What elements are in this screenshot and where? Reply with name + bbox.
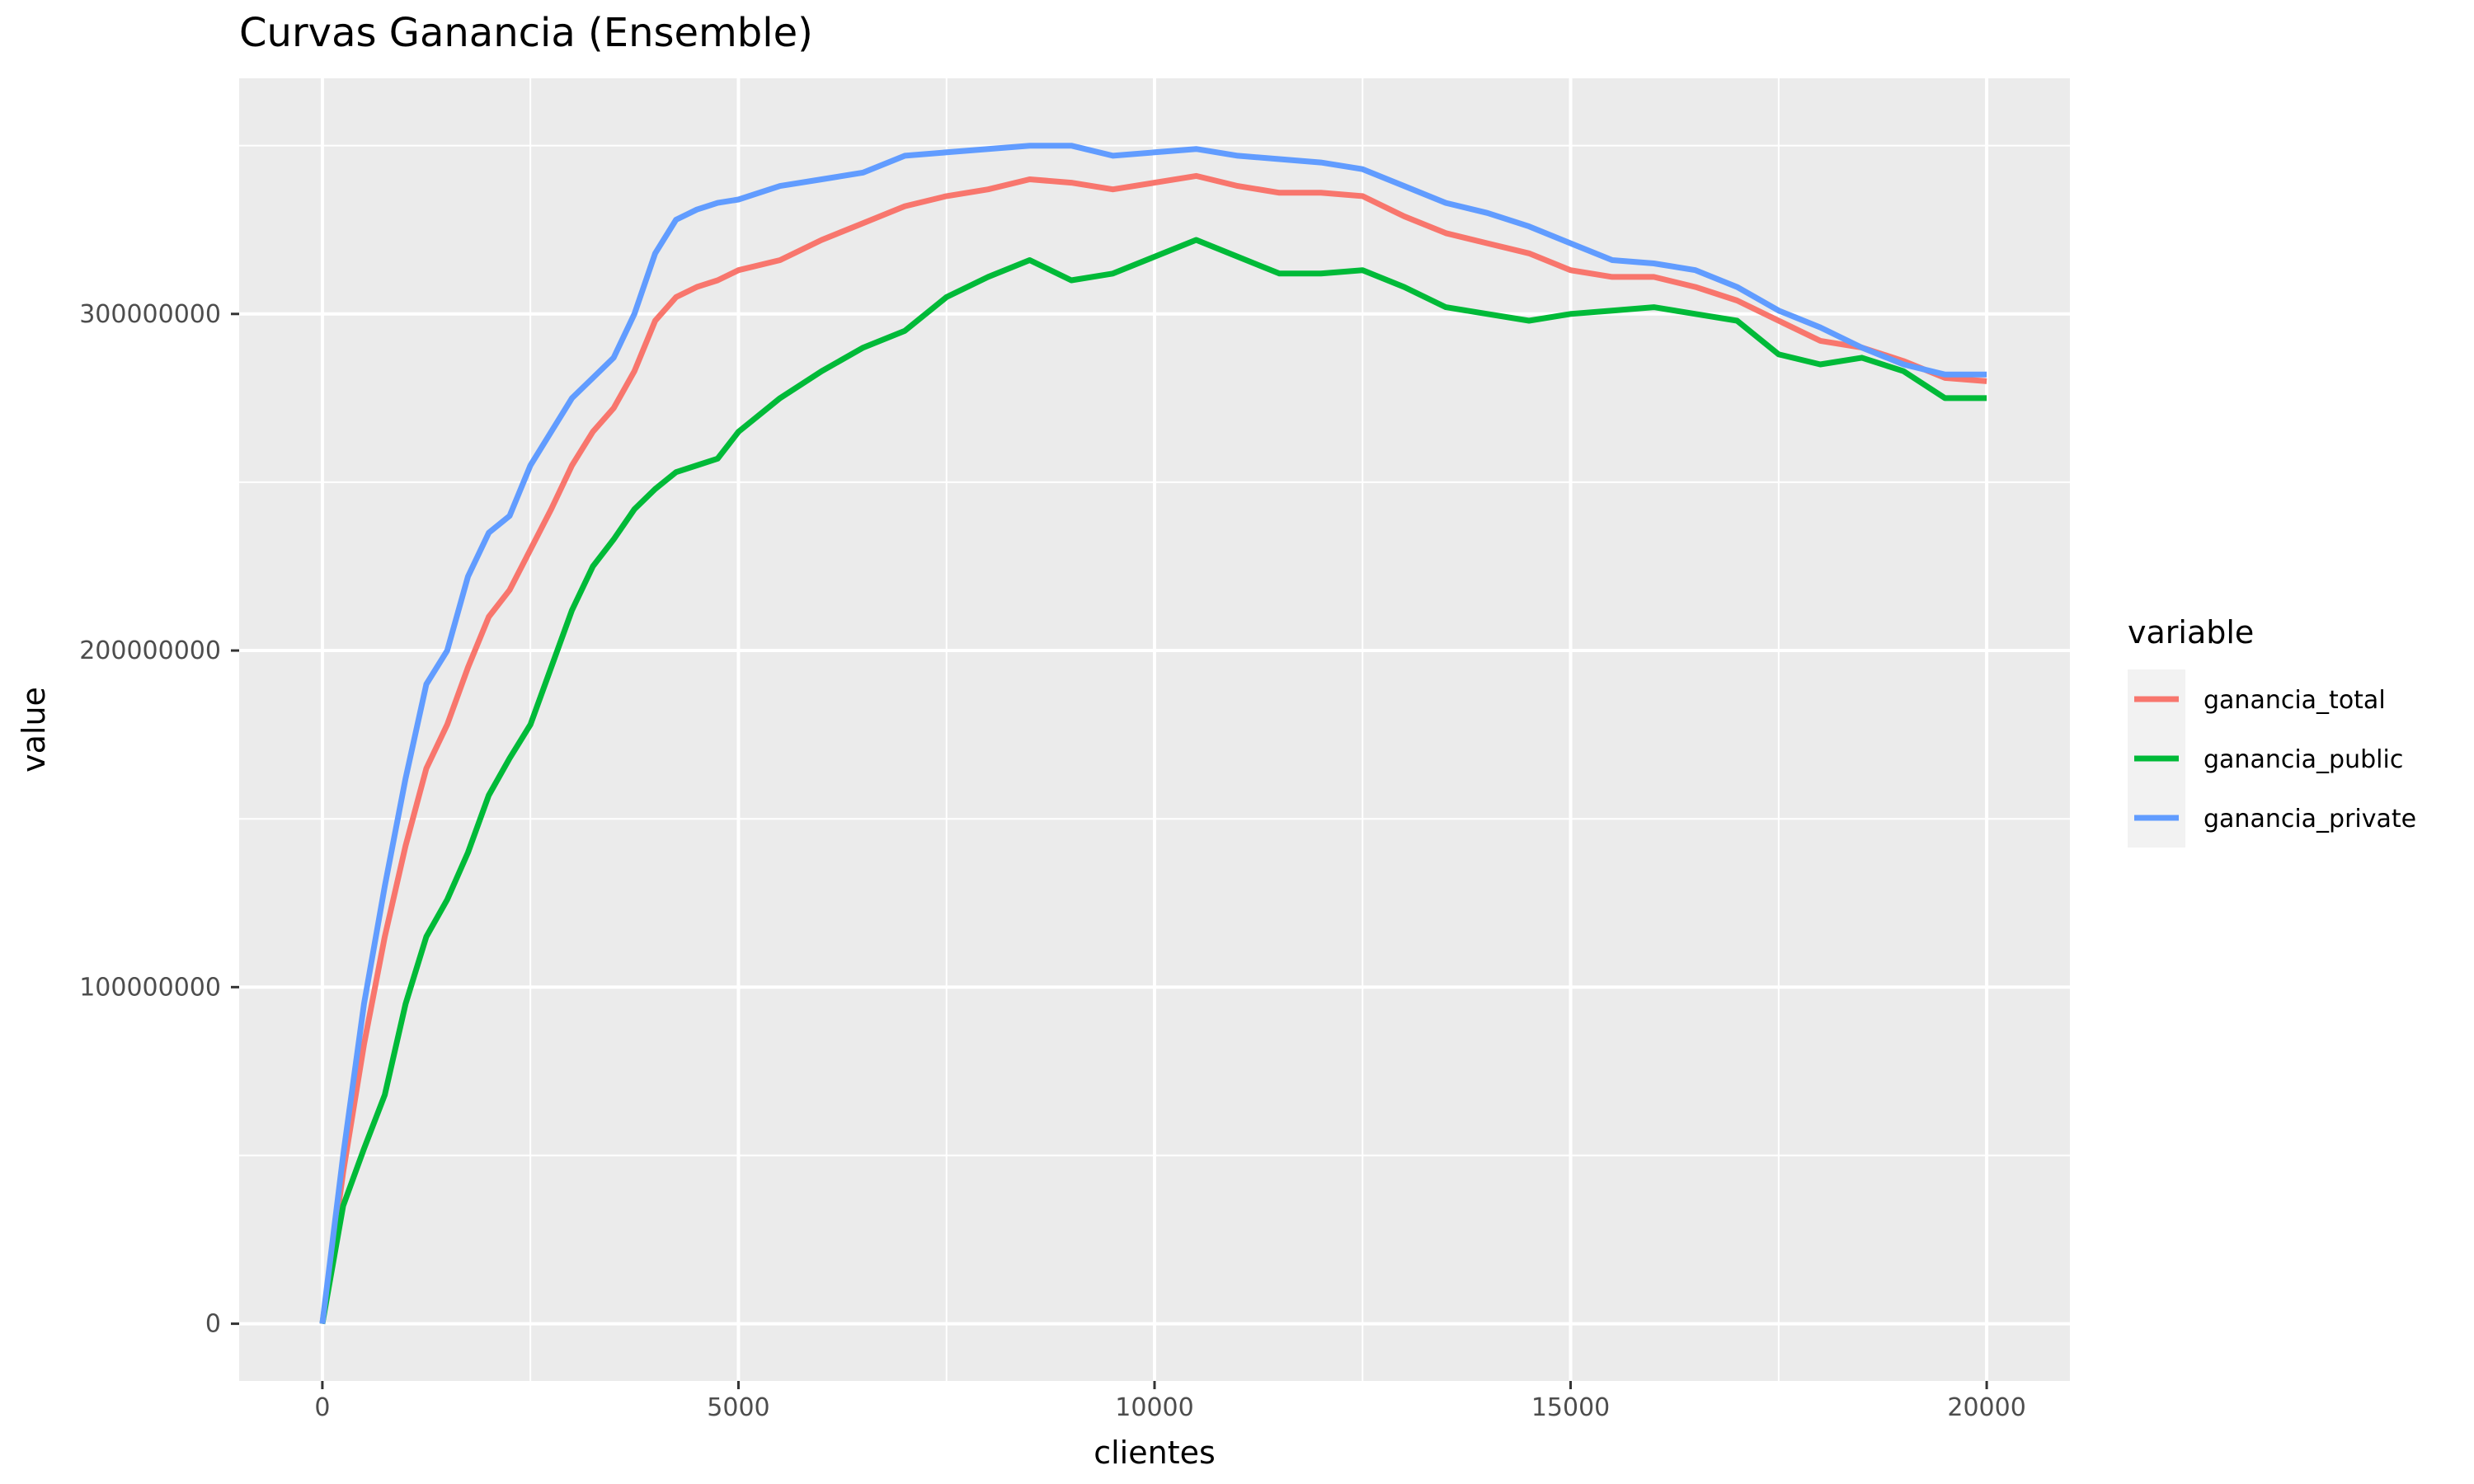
y-tick-label: 300000000 [79,300,221,329]
legend-label: ganancia_public [2204,745,2403,774]
x-axis: 0 5000 10000 15000 20000 [314,1381,2026,1422]
series-lines [319,143,1987,1325]
y-tick-label: 0 [205,1310,221,1339]
y-axis: 0 100000000 200000000 300000000 [79,300,239,1339]
y-axis-title: value [16,687,52,773]
x-tick-label: 20000 [1947,1393,2025,1422]
x-tick-label: 5000 [707,1393,769,1422]
legend-items: ganancia_total ganancia_public ganancia_pr… [2128,669,2416,848]
chart-title: Curvas Ganancia (Ensemble) [239,10,813,56]
legend: variable ganancia_totalganancia_publicga… [2128,614,2416,848]
grid [239,78,2070,1381]
series-line-ganancia_total [319,172,1987,1325]
x-tick-label: 10000 [1115,1393,1193,1422]
legend-label: ganancia_total [2204,686,2386,715]
series-line-ganancia_private [319,143,1987,1325]
y-tick-label: 200000000 [79,636,221,665]
x-tick-label: 0 [314,1393,330,1422]
x-axis-title: clientes [1094,1435,1216,1471]
series-line-ganancia_public [319,237,1987,1325]
legend-title: variable [2128,614,2254,650]
legend-label: ganancia_private [2204,805,2416,834]
x-tick-label: 15000 [1531,1393,1610,1422]
y-tick-label: 100000000 [79,973,221,1002]
